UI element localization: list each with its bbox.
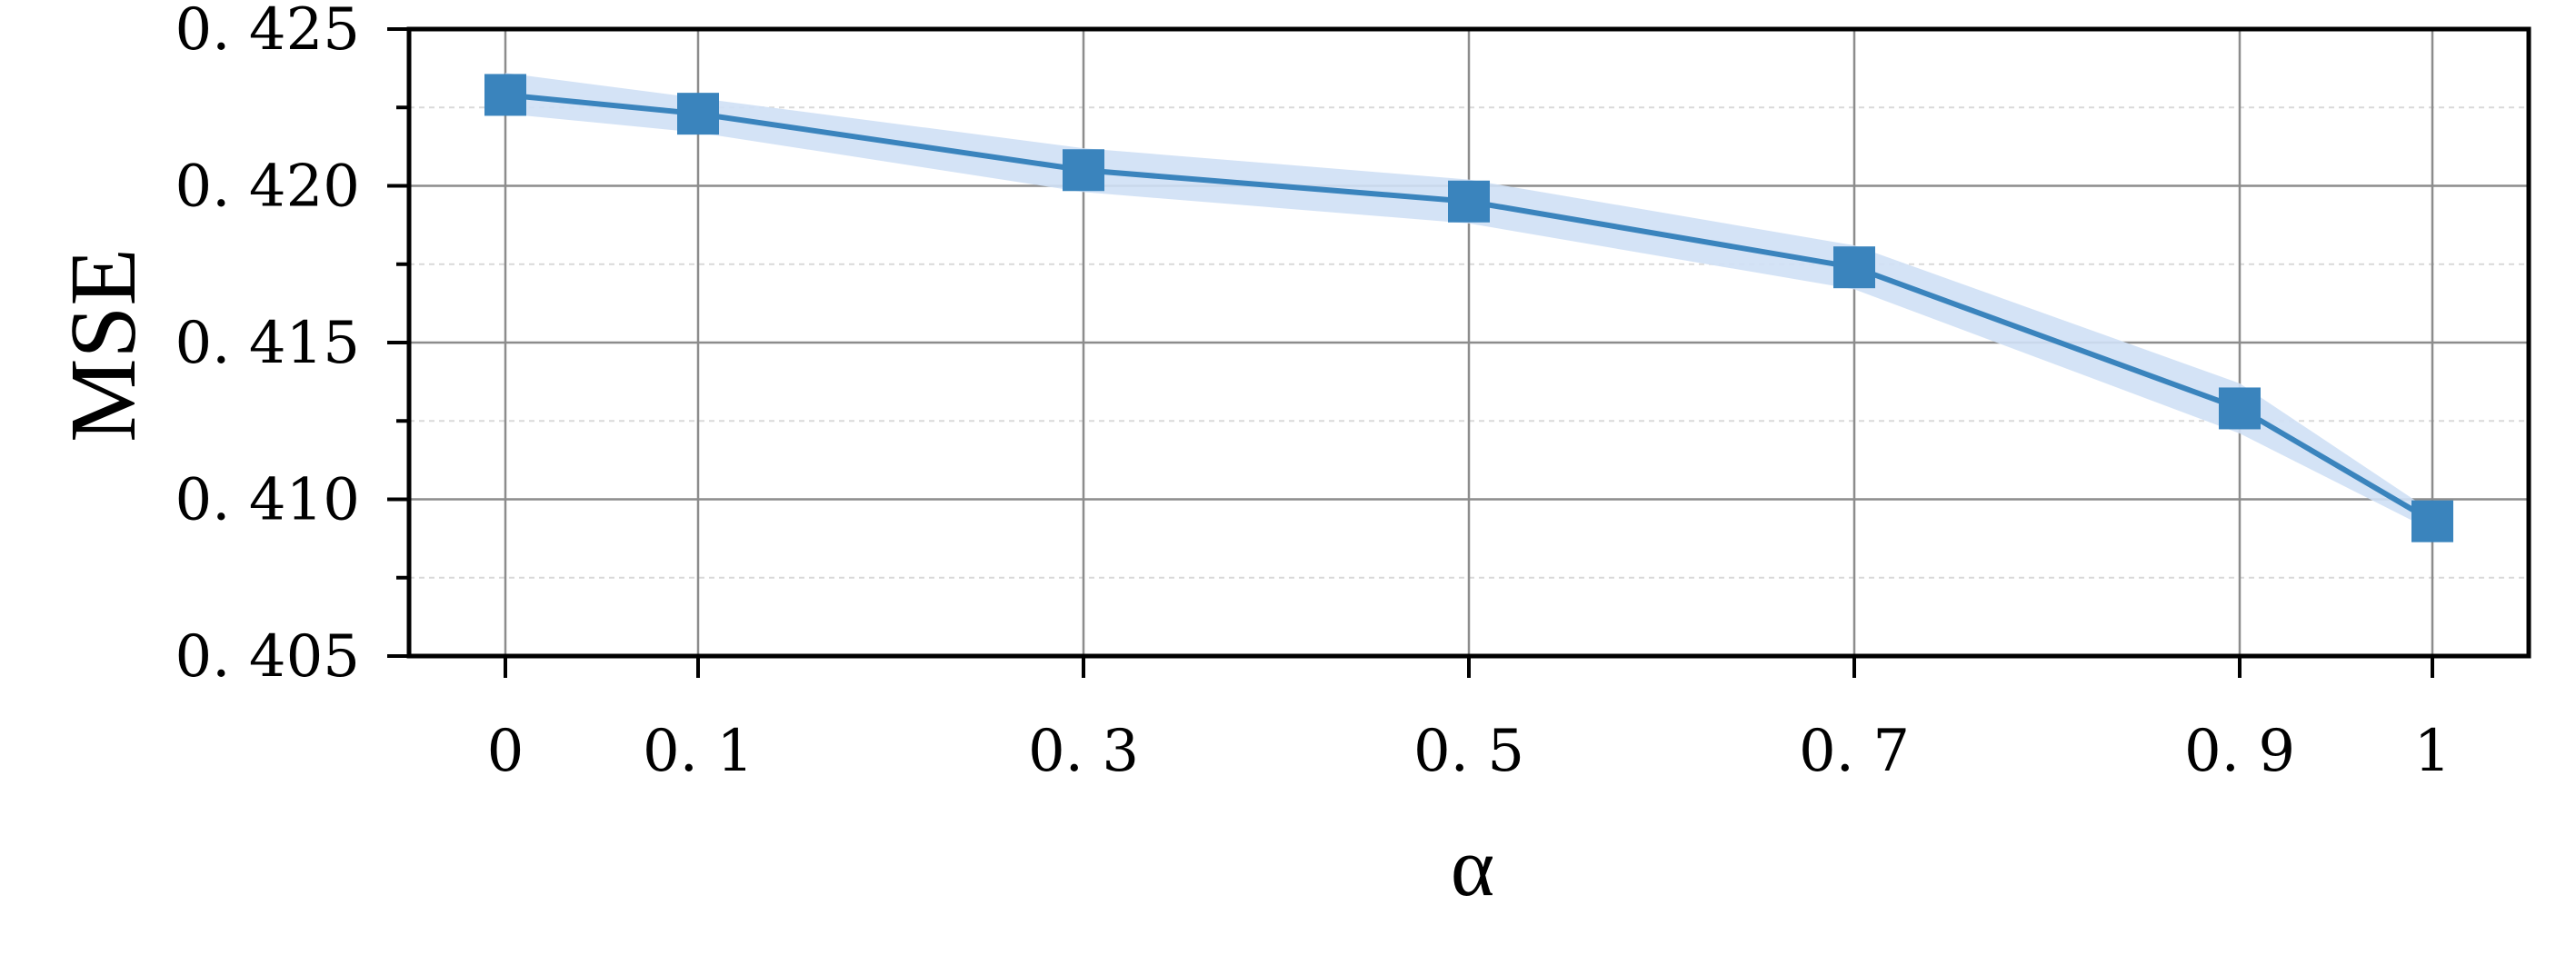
data-point-marker bbox=[1063, 149, 1104, 192]
data-point-marker bbox=[677, 93, 719, 135]
data-point-marker bbox=[2411, 500, 2453, 542]
x-tick-label: 0 bbox=[487, 718, 524, 785]
x-tick-label: 0. 5 bbox=[1413, 718, 1524, 785]
data-point-marker bbox=[1448, 180, 1490, 223]
data-point-marker bbox=[2219, 387, 2261, 430]
y-tick-label: 0. 405 bbox=[175, 623, 360, 691]
y-tick-label: 0. 420 bbox=[175, 154, 360, 221]
x-tick-label: 1 bbox=[2414, 718, 2451, 785]
y-axis-title: MSE bbox=[51, 248, 155, 443]
x-tick-label: 0. 7 bbox=[1799, 718, 1910, 785]
x-tick-label: 0. 3 bbox=[1028, 718, 1139, 785]
x-axis: 0 0. 1 0. 3 0. 5 0. 7 0. 9 1 bbox=[487, 656, 2451, 785]
data-point-marker bbox=[484, 74, 526, 116]
series-markers bbox=[484, 74, 2453, 542]
y-axis: 0. 405 0. 410 0. 415 0. 420 0. 425 bbox=[175, 0, 409, 691]
y-tick-label: 0. 415 bbox=[175, 310, 360, 377]
x-tick-label: 0. 9 bbox=[2184, 718, 2295, 785]
y-tick-label: 0. 410 bbox=[175, 467, 360, 534]
x-tick-label: 0. 1 bbox=[643, 718, 754, 785]
data-point-marker bbox=[1833, 246, 1875, 289]
x-axis-title: α bbox=[1451, 821, 1494, 913]
y-tick-label: 0. 425 bbox=[175, 0, 360, 64]
